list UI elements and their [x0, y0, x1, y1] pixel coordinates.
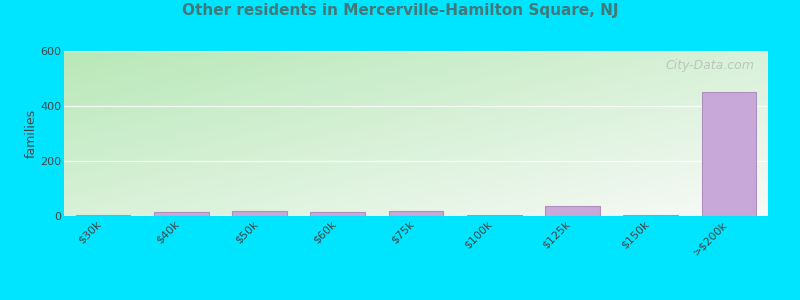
- Text: Other residents in Mercerville-Hamilton Square, NJ: Other residents in Mercerville-Hamilton …: [182, 3, 618, 18]
- Bar: [702, 92, 756, 216]
- Bar: [76, 215, 130, 216]
- Text: City-Data.com: City-Data.com: [665, 59, 754, 72]
- Bar: [623, 215, 678, 216]
- Bar: [545, 206, 600, 216]
- Bar: [310, 212, 365, 216]
- Y-axis label: families: families: [24, 109, 38, 158]
- Bar: [154, 212, 209, 216]
- Bar: [232, 211, 287, 216]
- Bar: [389, 211, 443, 216]
- Bar: [467, 215, 522, 216]
